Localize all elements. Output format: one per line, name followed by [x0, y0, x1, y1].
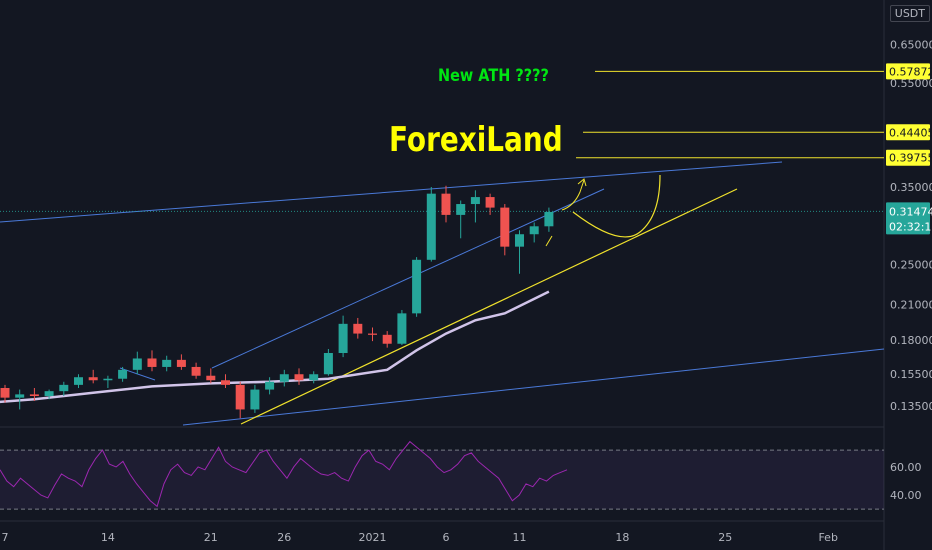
- candle-body: [15, 394, 25, 398]
- time-axis[interactable]: 7 14 21 26 2021 6 11 18 25 Feb: [2, 531, 838, 544]
- time-tick-label: 18: [615, 531, 629, 544]
- price-tick-label: 0.21000: [890, 298, 932, 311]
- rsi-band-fill: [0, 450, 884, 510]
- candle-body: [338, 323, 348, 354]
- candle-body: [412, 259, 422, 314]
- target-price-tag: [886, 124, 930, 141]
- breakout-arrow: [561, 179, 585, 211]
- rsi-indicator: 60.00 40.00: [0, 440, 922, 510]
- candle-body: [59, 384, 69, 392]
- moving-average-path: [0, 290, 550, 404]
- candle-body: [470, 197, 480, 205]
- target-price-tag: [886, 63, 930, 80]
- time-tick-label: Feb: [818, 531, 837, 544]
- channel-line: [211, 188, 605, 369]
- candle-body: [323, 353, 333, 375]
- candle-body: [44, 391, 54, 397]
- last-price-tag: [886, 202, 930, 235]
- candle-body: [0, 387, 10, 398]
- rsi-tick-label: 40.00: [890, 489, 922, 502]
- candle-body: [382, 334, 392, 344]
- price-tick-label: 0.35000: [890, 181, 932, 194]
- target-price-label: 0.44405: [889, 126, 932, 139]
- channel-line: [0, 161, 783, 223]
- rsi-tick-label: 60.00: [890, 461, 922, 474]
- candle-body: [544, 211, 554, 227]
- candlesticks: [0, 185, 554, 419]
- target-price-label: 0.57872: [889, 65, 932, 78]
- price-tick-label: 0.25000: [890, 258, 932, 271]
- candle-body: [29, 394, 39, 397]
- candle-body: [191, 366, 201, 376]
- candle-body: [235, 384, 245, 410]
- candle-body: [456, 204, 466, 215]
- time-tick-label: 2021: [359, 531, 387, 544]
- candle-body: [368, 333, 377, 335]
- price-tick-label: 0.13500: [890, 400, 932, 413]
- candle-body: [485, 197, 495, 208]
- time-tick-label: 14: [101, 531, 115, 544]
- channel-line: [182, 348, 885, 426]
- price-tick-label: 0.18000: [890, 334, 932, 347]
- chart-grid: [0, 0, 885, 550]
- price-tick-label: 0.55000: [890, 77, 932, 90]
- candle-body: [265, 381, 275, 390]
- moving-average-line: [0, 290, 550, 404]
- time-tick-label: 26: [277, 531, 291, 544]
- forexiland-logo-text: ForexiLand: [389, 120, 563, 160]
- price-tick-label: 0.15500: [890, 368, 932, 381]
- candle-body: [279, 374, 289, 382]
- arrow-head: [577, 178, 587, 187]
- candle-body: [176, 359, 186, 367]
- candle-body: [426, 193, 436, 260]
- new-ath-annotation: New ATH ????: [438, 66, 549, 86]
- candle-body: [294, 374, 304, 381]
- rsi-line: [0, 440, 568, 508]
- currency-selector[interactable]: USDT: [889, 5, 930, 22]
- target-price-label: 0.39755: [889, 152, 932, 165]
- small-arrow: [545, 235, 553, 247]
- candle-body: [206, 375, 216, 381]
- candle-body: [147, 358, 157, 367]
- candle-body: [118, 369, 128, 379]
- candle-body: [515, 234, 524, 247]
- support-trendline: [240, 188, 738, 425]
- price-tick-label: 0.65000: [890, 39, 932, 52]
- projection-curve: [572, 174, 661, 238]
- time-tick-label: 7: [2, 531, 9, 544]
- candle-body: [74, 377, 83, 385]
- candle-body: [132, 358, 142, 370]
- time-tick-label: 25: [718, 531, 732, 544]
- candle-body: [441, 193, 451, 215]
- candle-body: [397, 313, 407, 344]
- candle-body: [88, 377, 98, 381]
- time-tick-label: 6: [443, 531, 450, 544]
- last-price-label: 0.31474: [889, 205, 932, 218]
- candle-body: [221, 380, 230, 385]
- time-tick-label: 21: [204, 531, 218, 544]
- candle-body: [162, 359, 172, 367]
- candle-body: [529, 226, 539, 235]
- candle-body: [250, 389, 260, 410]
- time-tick-label: 11: [513, 531, 527, 544]
- candle-body: [309, 374, 319, 381]
- candle-body: [500, 207, 510, 247]
- candle-body: [353, 323, 363, 334]
- price-axis[interactable]: 0.65000 0.55000 0.35000 0.25000 0.21000 0.180…: [886, 39, 932, 413]
- countdown-label: 02:32:17: [889, 220, 932, 233]
- target-price-tag: [886, 149, 930, 166]
- candle-body: [103, 378, 113, 381]
